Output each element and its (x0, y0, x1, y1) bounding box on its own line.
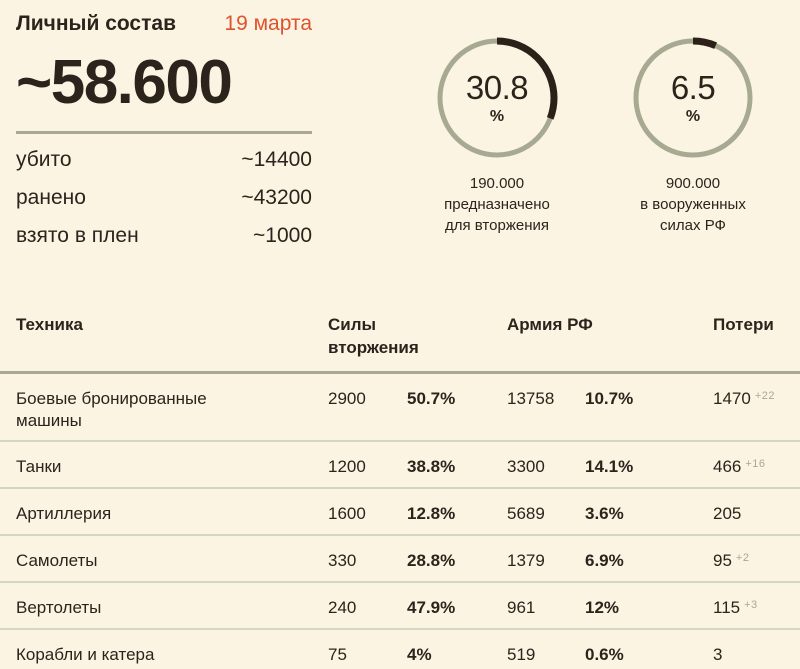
rf-army-percent: 6.9% (585, 551, 624, 570)
caption-line: в вооруженных (640, 196, 746, 213)
donut-chart-icon (436, 37, 558, 159)
losses-delta: +16 (745, 458, 766, 470)
losses-count: 3 (713, 645, 723, 664)
equipment-name: Боевые бронированные машины (16, 389, 207, 431)
table-row: Вертолеты 240 47.9% 961 12% 115 +3 (0, 583, 800, 630)
section-title: Личный состав (16, 12, 176, 35)
donut-ring: 30.8 % (435, 36, 559, 160)
personnel-divider (16, 131, 312, 134)
donut-chart-icon (632, 37, 754, 159)
table-header: Техника Силы вторжения Армия РФ Потери (0, 300, 800, 374)
invasion-percent: 50.7% (407, 389, 456, 408)
equipment-name: Танки (16, 457, 62, 476)
personnel-total: ~58.600 (16, 48, 233, 117)
invasion-percent: 38.8% (407, 457, 456, 476)
invasion-percent: 47.9% (407, 598, 456, 617)
invasion-count: 240 (328, 598, 357, 617)
losses-count: 115 (713, 598, 741, 617)
caption-line: 900.000 (665, 175, 721, 192)
losses-count: 205 (713, 504, 742, 523)
rf-army-count: 3300 (507, 457, 545, 476)
equipment-name: Корабли и катера (16, 645, 155, 664)
donut-caption: 190.000 предназначено для вторжения (444, 173, 550, 236)
stat-wounded: ранено ~43200 (16, 187, 312, 208)
personnel-stats: убито ~14400 ранено ~43200 взято в плен … (16, 149, 312, 246)
donut-ring: 6.5 % (631, 36, 755, 160)
personnel-section: Личный состав 19 марта ~58.600 убито ~14… (16, 12, 312, 263)
rf-army-count: 1379 (507, 551, 545, 570)
invasion-percent: 28.8% (407, 551, 456, 570)
rf-army-percent: 0.6% (585, 645, 624, 664)
stat-label: ранено (16, 186, 86, 209)
donut-percent-sign: % (489, 107, 505, 125)
donut-percent-sign: % (685, 107, 701, 125)
stat-value: ~1000 (253, 224, 312, 247)
rf-army-count: 13758 (507, 389, 555, 408)
donut-armed-forces-share: 6.5 % 900.000 в вооруженных силах РФ (613, 36, 773, 236)
losses-delta: +22 (754, 390, 775, 402)
table-row: Самолеты 330 28.8% 1379 6.9% 95 +2 (0, 536, 800, 583)
rf-army-count: 519 (507, 645, 536, 664)
invasion-percent: 4% (407, 645, 432, 664)
table-row: Артиллерия 1600 12.8% 5689 3.6% 205 (0, 489, 800, 536)
personnel-header: Личный состав 19 марта (16, 12, 312, 36)
rf-army-count: 961 (507, 598, 536, 617)
losses-count: 1470 (713, 389, 751, 408)
invasion-percent: 12.8% (407, 504, 456, 523)
donut-caption: 900.000 в вооруженных силах РФ (640, 173, 746, 236)
report-date: 19 марта (224, 12, 312, 35)
donut-percent-value: 30.8 (465, 68, 529, 106)
stat-label: убито (16, 148, 72, 171)
equipment-name: Вертолеты (16, 598, 102, 617)
caption-line: предназначено (444, 196, 550, 213)
rf-army-percent: 12% (585, 598, 620, 617)
col-header-invasion-forces: Силы вторжения (328, 315, 419, 357)
losses-count: 466 (713, 457, 742, 476)
invasion-count: 75 (328, 645, 347, 664)
table-row: Корабли и катера 75 4% 519 0.6% 3 (0, 630, 800, 669)
caption-line: для вторжения (445, 217, 549, 234)
caption-line: силах РФ (660, 217, 726, 234)
rf-army-percent: 14.1% (585, 457, 634, 476)
invasion-count: 2900 (328, 389, 366, 408)
losses-delta: +2 (735, 552, 750, 564)
stat-killed: убито ~14400 (16, 149, 312, 170)
stat-value: ~43200 (241, 186, 312, 209)
donut-invasion-share: 30.8 % 190.000 предназначено для вторжен… (417, 36, 577, 236)
donut-center-label: 6.5 % (631, 36, 755, 160)
stat-captured: взято в плен ~1000 (16, 225, 312, 246)
donut-center-label: 30.8 % (435, 36, 559, 160)
losses-delta: +3 (744, 599, 758, 611)
col-header-equipment: Техника (16, 315, 83, 334)
equipment-table: Техника Силы вторжения Армия РФ Потери Б… (0, 300, 800, 669)
donut-percent-value: 6.5 (670, 68, 716, 106)
caption-line: 190.000 (469, 175, 525, 192)
stat-value: ~14400 (241, 148, 312, 171)
equipment-name: Самолеты (16, 551, 98, 570)
rf-army-percent: 10.7% (585, 389, 634, 408)
invasion-count: 330 (328, 551, 357, 570)
table-row: Боевые бронированные машины 2900 50.7% 1… (0, 374, 800, 442)
col-header-losses: Потери (713, 315, 774, 334)
col-header-rf-army: Армия РФ (507, 315, 593, 334)
rf-army-percent: 3.6% (585, 504, 624, 523)
equipment-name: Артиллерия (16, 504, 112, 523)
invasion-count: 1200 (328, 457, 366, 476)
invasion-count: 1600 (328, 504, 366, 523)
table-row: Танки 1200 38.8% 3300 14.1% 466 +16 (0, 442, 800, 489)
rf-army-count: 5689 (507, 504, 545, 523)
stat-label: взято в плен (16, 224, 139, 247)
losses-count: 95 (713, 551, 732, 570)
